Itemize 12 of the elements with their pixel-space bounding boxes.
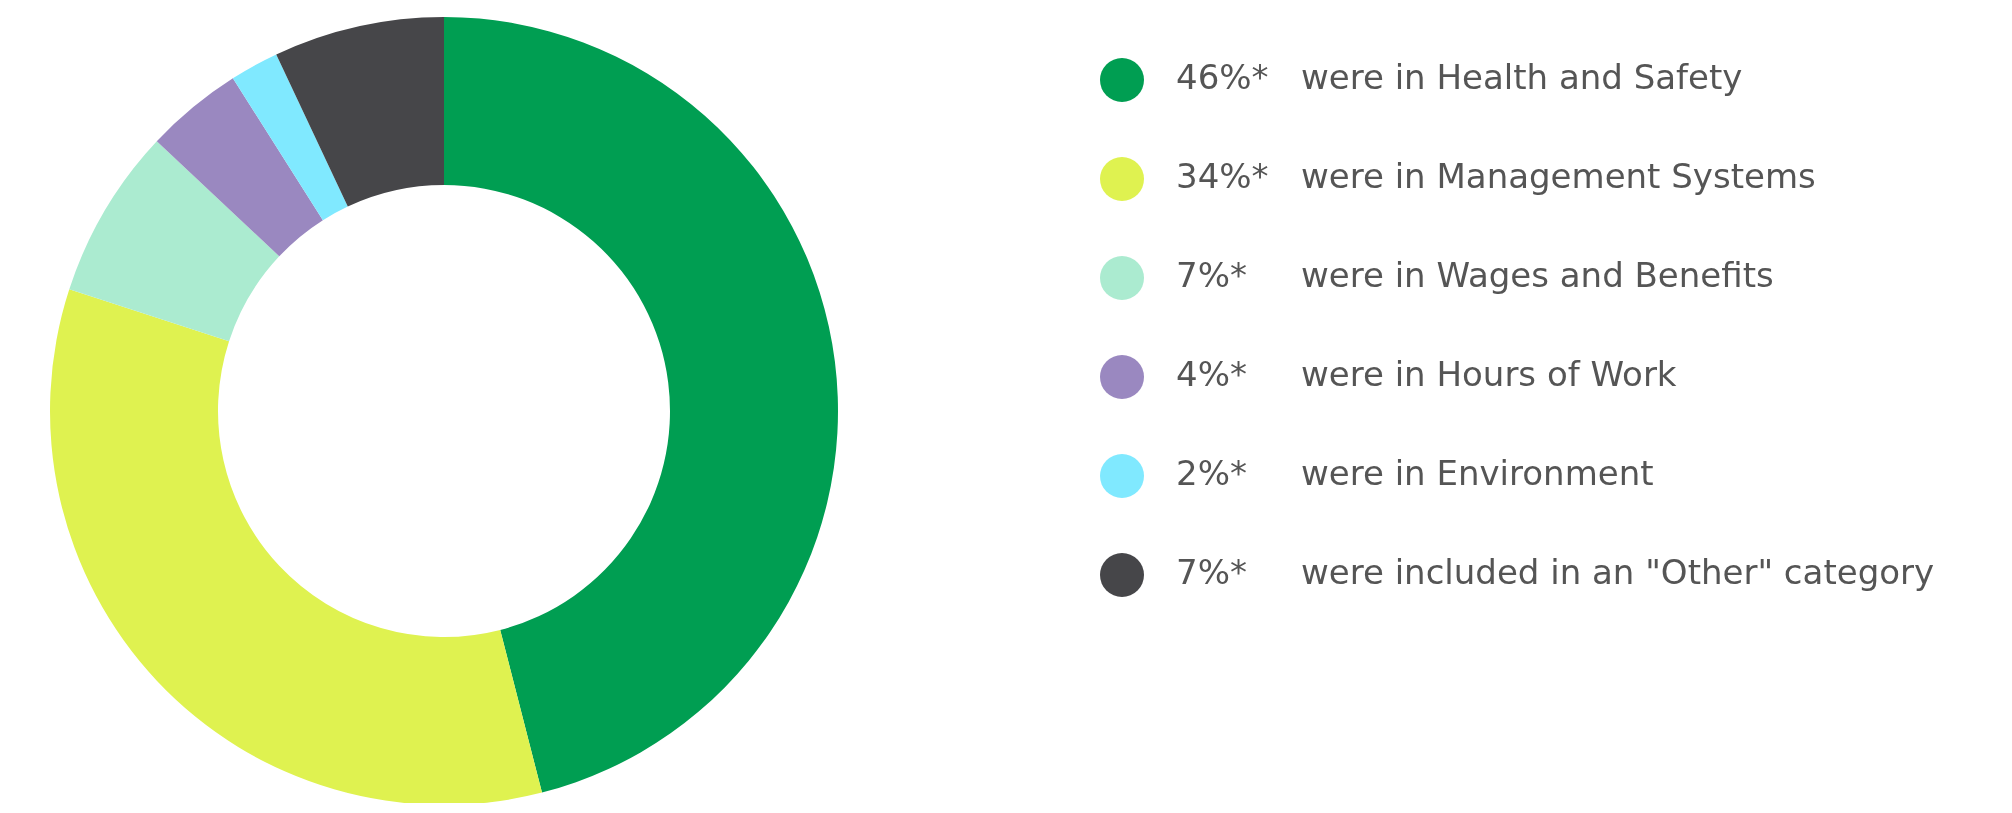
donut-slice xyxy=(156,78,323,257)
donut-slice xyxy=(444,17,838,793)
legend-label: 7%* were included in an "Other" category xyxy=(1176,551,1935,594)
donut-slice xyxy=(50,289,542,803)
legend-label: 34%* were in Management Systems xyxy=(1176,155,1816,198)
legend-label: 46%* were in Health and Safety xyxy=(1176,56,1743,99)
legend-label: 4%* were in Hours of Work xyxy=(1176,353,1677,396)
donut-slice xyxy=(232,54,348,221)
donut-slice xyxy=(69,141,280,342)
donut-slice xyxy=(276,17,444,207)
legend-label: 7%* were in Wages and Benefits xyxy=(1176,254,1774,297)
legend-label: 2%* were in Environment xyxy=(1176,452,1654,495)
